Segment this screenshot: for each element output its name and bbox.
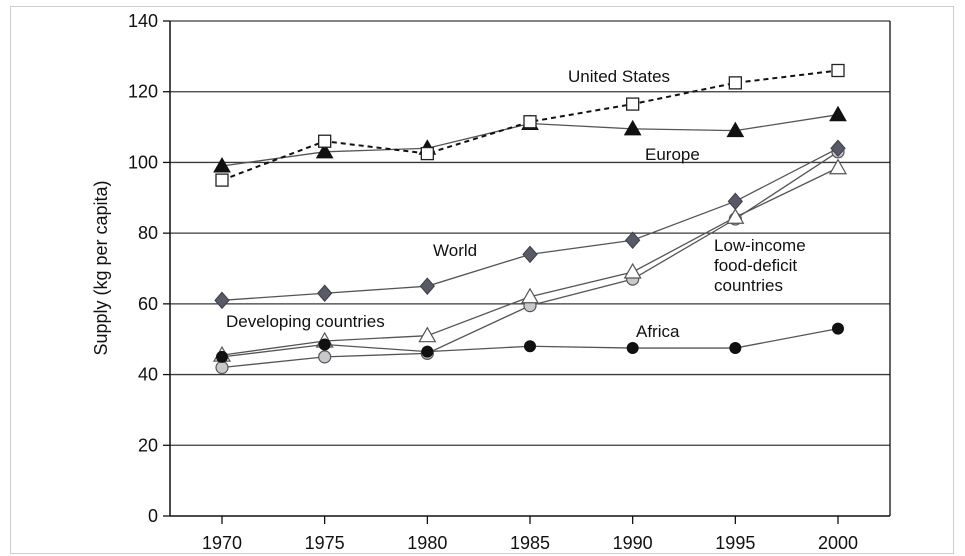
point-low-income-food-deficit-countries-1975 (318, 350, 332, 364)
x-tick-label-2000: 2000 (818, 533, 858, 553)
point-developing-countries-1980 (418, 326, 437, 343)
y-tick-label-20: 20 (138, 435, 158, 455)
point-developing-countries-1985 (520, 287, 540, 304)
axes: 0 20 40 60 80 100 120 140 1970 1975 1980 1985 1990 19… (128, 11, 891, 553)
point-africa-2000 (832, 322, 844, 335)
y-tick-label-40: 40 (138, 365, 158, 385)
series-united-states (215, 63, 845, 187)
point-developing-countries-1995 (726, 208, 745, 224)
series-label-europe: Europe (645, 145, 700, 164)
point-united-states-1970 (215, 173, 229, 187)
series-africa (216, 322, 844, 363)
series-label-line: Low-income (714, 236, 806, 255)
x-tick-label-1995: 1995 (715, 533, 755, 553)
gridlines (170, 20, 890, 446)
point-africa-1980 (421, 345, 434, 358)
series-label-united-states: United States (568, 67, 670, 86)
x-tick-label-1980: 1980 (407, 533, 447, 553)
point-world-2000 (830, 139, 846, 158)
point-europe-2000 (829, 105, 847, 122)
series-label-line: Europe (645, 145, 700, 164)
point-europe-1990 (623, 119, 642, 136)
point-developing-countries-1990 (623, 262, 642, 279)
y-tick-label-140: 140 (128, 11, 158, 31)
point-europe-1975 (315, 142, 334, 159)
point-world-1995 (727, 192, 743, 211)
series-labels: United States Europe World Low-income food-d… (226, 67, 806, 341)
point-world-1975 (317, 284, 333, 303)
point-united-states-2000 (831, 63, 845, 78)
y-tick-label-80: 80 (138, 223, 158, 243)
point-world-1990 (625, 231, 641, 249)
y-tick-label-60: 60 (138, 294, 158, 314)
series-label-world: World (433, 241, 477, 260)
point-europe-1995 (726, 121, 745, 138)
point-africa-1985 (524, 340, 536, 353)
series-label-line: United States (568, 67, 670, 86)
series-label-line: countries (714, 276, 783, 295)
point-united-states-1995 (728, 76, 742, 90)
y-tick-label-0: 0 (148, 506, 158, 526)
x-tick-label-1990: 1990 (613, 533, 653, 553)
series-lines (212, 63, 848, 375)
series-world (214, 139, 846, 310)
x-tick-label-1975: 1975 (305, 533, 345, 553)
point-world-1980 (419, 277, 435, 295)
y-axis-label: Supply (kg per capita) (91, 180, 111, 355)
series-label-africa: Africa (636, 322, 680, 341)
x-tick-label-1970: 1970 (202, 533, 242, 553)
chart-frame (10, 6, 954, 554)
point-africa-1990 (626, 342, 639, 355)
point-developing-countries-2000 (828, 158, 848, 175)
point-united-states-1980 (420, 146, 434, 161)
x-tick-label-1985: 1985 (510, 533, 550, 553)
point-world-1985 (522, 245, 538, 264)
series-label-developing-countries: Developing countries (226, 312, 385, 331)
point-africa-1995 (729, 342, 742, 355)
series-label-line: World (433, 241, 477, 260)
y-tick-label-120: 120 (128, 82, 158, 102)
point-europe-1970 (213, 156, 231, 173)
point-africa-1970 (216, 350, 228, 363)
point-united-states-1985 (523, 115, 537, 129)
y-tick-label-100: 100 (128, 152, 158, 172)
point-world-1970 (214, 291, 230, 310)
point-africa-1975 (318, 338, 331, 351)
series-label-line: food-deficit (714, 256, 797, 275)
point-low-income-food-deficit-countries-1970 (215, 360, 229, 375)
series-label-low-income-food-deficit-countries: Low-income food-deficit countries (714, 236, 806, 295)
series-label-line: Developing countries (226, 312, 385, 331)
point-united-states-1990 (626, 97, 640, 111)
point-united-states-1975 (318, 134, 332, 148)
series-label-line: Africa (636, 322, 680, 341)
